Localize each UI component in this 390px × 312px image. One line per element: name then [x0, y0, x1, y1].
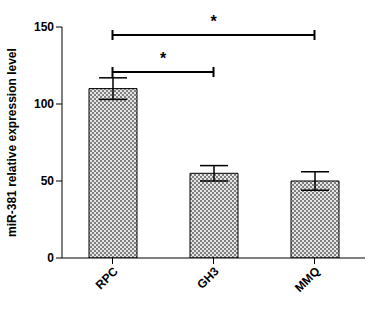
svg-text:miR-381 relative expression le: miR-381 relative expression level	[8, 48, 19, 237]
svg-text:RPC: RPC	[93, 264, 121, 292]
svg-text:0: 0	[47, 251, 54, 265]
svg-text:50: 50	[41, 174, 55, 188]
svg-text:GH3: GH3	[194, 264, 222, 292]
svg-text:150: 150	[34, 20, 54, 34]
svg-text:*: *	[160, 50, 167, 67]
svg-text:MMQ: MMQ	[292, 264, 323, 295]
svg-text:100: 100	[34, 97, 54, 111]
svg-text:*: *	[210, 13, 217, 30]
